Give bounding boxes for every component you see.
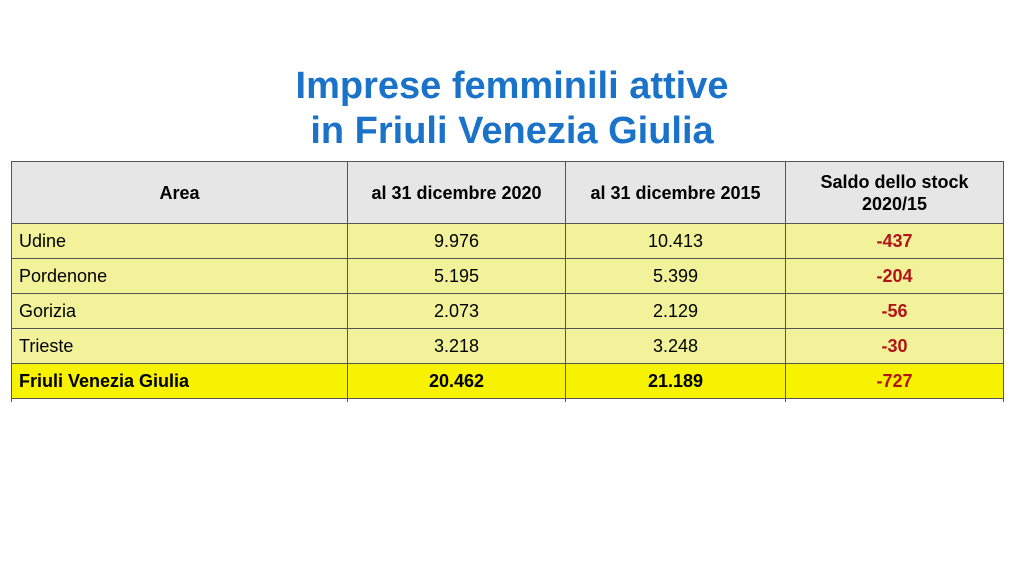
header-2015: al 31 dicembre 2015 (565, 161, 786, 224)
cell-area: Gorizia (11, 293, 348, 329)
header-2020: al 31 dicembre 2020 (347, 161, 566, 224)
data-table-container: Area al 31 dicembre 2020 al 31 dicembre … (11, 161, 1004, 402)
cell-2020: 3.218 (347, 328, 566, 364)
cell-saldo: -204 (785, 258, 1004, 294)
table-total-row: Friuli Venezia Giulia 20.462 21.189 -727 (11, 363, 1004, 399)
cell-saldo: -437 (785, 223, 1004, 259)
table-row: Pordenone 5.195 5.399 -204 (11, 258, 1004, 294)
cell-2015: 3.248 (565, 328, 786, 364)
table-header-row: Area al 31 dicembre 2020 al 31 dicembre … (11, 161, 1004, 224)
table-row: Gorizia 2.073 2.129 -56 (11, 293, 1004, 329)
total-saldo: -727 (785, 363, 1004, 399)
table-row: Udine 9.976 10.413 -437 (11, 223, 1004, 259)
tail-cell (347, 398, 566, 402)
header-area: Area (11, 161, 348, 224)
cell-2020: 9.976 (347, 223, 566, 259)
data-table: Area al 31 dicembre 2020 al 31 dicembre … (11, 161, 1004, 402)
total-area: Friuli Venezia Giulia (11, 363, 348, 399)
tail-cell (11, 398, 348, 402)
cell-area: Udine (11, 223, 348, 259)
cell-2015: 5.399 (565, 258, 786, 294)
tail-cell (565, 398, 786, 402)
cell-area: Trieste (11, 328, 348, 364)
tail-cell (785, 398, 1004, 402)
cell-2015: 10.413 (565, 223, 786, 259)
header-saldo: Saldo dello stock 2020/15 (785, 161, 1004, 224)
cell-saldo: -30 (785, 328, 1004, 364)
table-row: Trieste 3.218 3.248 -30 (11, 328, 1004, 364)
cell-2015: 2.129 (565, 293, 786, 329)
table-tail-row (11, 398, 1004, 402)
cell-saldo: -56 (785, 293, 1004, 329)
cell-2020: 2.073 (347, 293, 566, 329)
total-2020: 20.462 (347, 363, 566, 399)
title-line-1: Imprese femminili attive (295, 65, 729, 107)
cell-2020: 5.195 (347, 258, 566, 294)
title-line-2: in Friuli Venezia Giulia (310, 110, 714, 152)
page-title: Imprese femminili attive in Friuli Venez… (0, 64, 1024, 154)
total-2015: 21.189 (565, 363, 786, 399)
cell-area: Pordenone (11, 258, 348, 294)
